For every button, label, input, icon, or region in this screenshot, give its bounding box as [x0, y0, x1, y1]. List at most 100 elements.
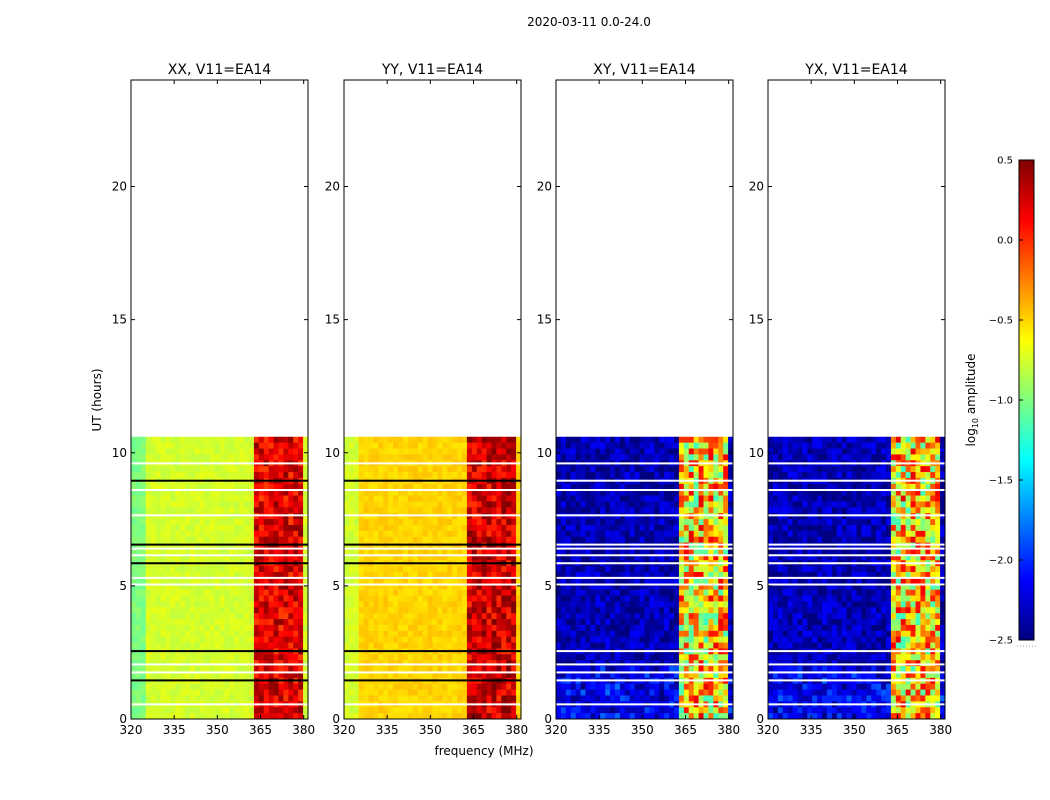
heatmap-cell [432, 666, 439, 673]
heatmap-cell [234, 548, 240, 555]
heatmap-cell [466, 472, 473, 479]
heatmap-cell [649, 513, 655, 520]
heatmap-cell [565, 448, 572, 456]
heatmap-cell [723, 495, 729, 503]
heatmap-cell [388, 524, 394, 532]
heatmap-cell [214, 554, 221, 561]
heatmap-cell [229, 466, 235, 473]
heatmap-cell [600, 601, 606, 608]
x-tick-label: 335 [376, 723, 399, 737]
heatmap-cell [427, 630, 434, 638]
heatmap-cell [654, 642, 660, 650]
heatmap-cell [556, 513, 562, 520]
heatmap-cell [388, 607, 394, 614]
heatmap-cell [403, 624, 409, 632]
heatmap-cell [516, 689, 521, 697]
heatmap-cell [728, 542, 733, 550]
heatmap-cell [293, 613, 299, 620]
heatmap-cell [249, 601, 255, 608]
heatmap-cell [135, 507, 142, 514]
heatmap-cell [239, 501, 245, 508]
heatmap-cell [644, 548, 651, 555]
heatmap-cell [353, 707, 360, 714]
heatmap-cell [713, 577, 719, 585]
heatmap-cell [353, 548, 360, 555]
heatmap-cell [344, 442, 350, 450]
heatmap-cell [273, 548, 280, 555]
heatmap-cell [570, 577, 577, 585]
heatmap-cell [150, 683, 157, 691]
heatmap-cell [288, 572, 294, 579]
heatmap-cell [190, 601, 196, 608]
heatmap-cell [348, 713, 355, 719]
heatmap-cell [565, 601, 572, 608]
heatmap-cell [229, 483, 235, 491]
heatmap-cell [580, 666, 587, 673]
heatmap-cell [214, 489, 221, 497]
heatmap-cell [462, 466, 468, 473]
heatmap-cell [442, 524, 448, 532]
heatmap-cell [373, 554, 380, 561]
heatmap-cell [170, 554, 176, 561]
heatmap-cell [570, 624, 577, 632]
heatmap-cell [452, 513, 458, 520]
heatmap-cell [303, 507, 308, 514]
heatmap-cell [190, 530, 196, 538]
heatmap-cell [145, 666, 152, 673]
heatmap-cell [634, 654, 641, 661]
heatmap-cell [268, 689, 275, 697]
heatmap-cell [204, 536, 211, 544]
heatmap-cell [214, 442, 221, 450]
heatmap-cell [556, 489, 562, 497]
heatmap-cell [565, 577, 572, 585]
heatmap-cell [239, 442, 245, 450]
heatmap-cell [278, 530, 285, 538]
heatmap-cell [239, 607, 245, 614]
heatmap-cell [570, 642, 577, 650]
heatmap-cell [585, 507, 592, 514]
heatmap-cell [683, 542, 690, 550]
heatmap-cell [170, 513, 176, 520]
heatmap-cell [403, 466, 409, 473]
heatmap-cell [244, 442, 250, 450]
heatmap-cell [619, 583, 626, 591]
heatmap-cell [600, 548, 606, 555]
heatmap-cell [373, 542, 380, 550]
heatmap-cell [135, 589, 142, 597]
heatmap-cell [190, 683, 196, 691]
heatmap-cell [442, 436, 448, 444]
heatmap-cell [486, 536, 493, 544]
heatmap-cell [253, 630, 260, 638]
heatmap-cell [728, 489, 733, 497]
heatmap-cell [501, 666, 507, 673]
heatmap-cell [575, 436, 582, 444]
heatmap-cell [447, 713, 453, 719]
heatmap-cell [293, 454, 299, 461]
heatmap-cell [688, 501, 695, 508]
heatmap-cell [358, 572, 365, 579]
heatmap-cell [398, 436, 404, 444]
heatmap-cell [358, 448, 365, 456]
heatmap-cell [135, 630, 142, 638]
heatmap-cell [481, 530, 488, 538]
heatmap-cell [437, 613, 443, 620]
heatmap-cell [713, 436, 719, 444]
heatmap-cell [258, 454, 265, 461]
heatmap-cell [388, 577, 394, 585]
heatmap-cell [373, 572, 380, 579]
heatmap-cell [214, 642, 221, 650]
heatmap-cell [723, 642, 729, 650]
heatmap-cell [580, 501, 587, 508]
heatmap-cell [234, 507, 240, 514]
heatmap-cell [175, 442, 181, 450]
heatmap-cell [605, 601, 611, 608]
heatmap-cell [462, 624, 468, 632]
heatmap-cell [476, 448, 483, 456]
heatmap-cell [610, 489, 616, 497]
heatmap-cell [466, 513, 473, 520]
heatmap-cell [590, 636, 596, 644]
heatmap-cell [432, 572, 439, 579]
heatmap-cell [703, 666, 710, 673]
heatmap-cell [263, 483, 270, 491]
